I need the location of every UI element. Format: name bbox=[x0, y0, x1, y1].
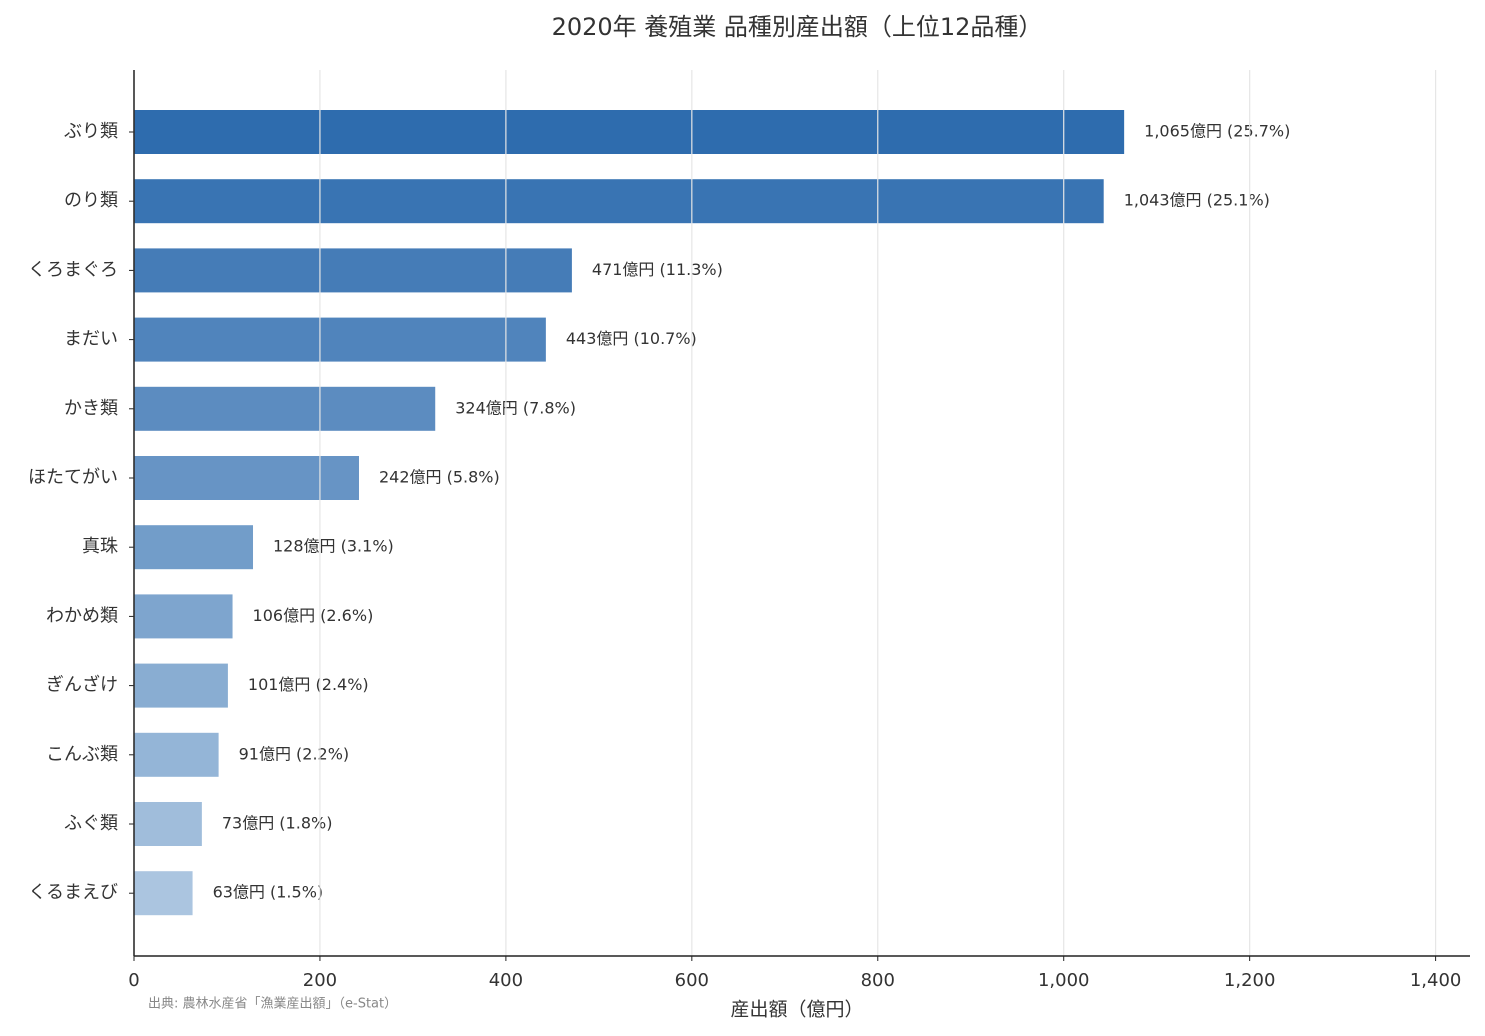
bar bbox=[134, 871, 193, 916]
y-tick-label: ふぐ類 bbox=[64, 813, 118, 834]
x-tick-label: 400 bbox=[489, 970, 523, 991]
bar bbox=[134, 802, 202, 846]
y-tick-label: ほたてがい bbox=[28, 467, 118, 488]
bar bbox=[134, 663, 228, 708]
source-note: 出典: 農林水産省「漁業産出額」（e-Stat） bbox=[148, 996, 397, 1012]
y-tick-label: 真珠 bbox=[82, 536, 118, 557]
value-label: 73億円 (1.8%) bbox=[222, 814, 333, 833]
value-label: 101億円 (2.4%) bbox=[248, 675, 369, 694]
value-label: 128億円 (3.1%) bbox=[273, 537, 394, 556]
y-tick-label: まだい bbox=[64, 329, 118, 350]
bar bbox=[134, 386, 436, 431]
y-tick-label: くろまぐろ bbox=[28, 259, 118, 280]
y-tick-label: かき類 bbox=[64, 398, 118, 419]
value-label: 242億円 (5.8%) bbox=[379, 468, 500, 487]
x-tick-label: 0 bbox=[128, 970, 139, 991]
value-label: 443億円 (10.7%) bbox=[566, 329, 697, 348]
value-label: 471億円 (11.3%) bbox=[592, 260, 723, 279]
y-tick-label: くるまえび bbox=[28, 882, 118, 903]
value-label: 1,065億円 (25.7%) bbox=[1144, 122, 1290, 141]
bar bbox=[134, 317, 546, 362]
value-label: 91億円 (2.2%) bbox=[239, 744, 350, 763]
value-label: 324億円 (7.8%) bbox=[455, 398, 576, 417]
value-label: 1,043億円 (25.1%) bbox=[1124, 191, 1270, 210]
bar bbox=[134, 179, 1104, 224]
bar bbox=[134, 456, 359, 500]
value-label: 106億円 (2.6%) bbox=[253, 606, 374, 625]
value-label: 63億円 (1.5%) bbox=[213, 883, 324, 902]
x-tick-label: 1,200 bbox=[1224, 970, 1276, 991]
x-tick-label: 1,400 bbox=[1410, 970, 1462, 991]
x-tick-label: 1,000 bbox=[1038, 970, 1090, 991]
x-tick-label: 600 bbox=[675, 970, 709, 991]
chart-title: 2020年 養殖業 品種別産出額（上位12品種） bbox=[552, 13, 1043, 41]
bar bbox=[134, 248, 572, 293]
y-tick-label: わかめ類 bbox=[46, 605, 118, 626]
y-tick-label: こんぶ類 bbox=[46, 744, 118, 765]
y-tick-label: のり類 bbox=[64, 190, 118, 211]
x-tick-label: 800 bbox=[861, 970, 895, 991]
x-axis-label: 産出額（億円） bbox=[730, 999, 863, 1021]
x-tick-label: 200 bbox=[303, 970, 337, 991]
bar bbox=[134, 525, 254, 570]
bar bbox=[134, 594, 233, 639]
bar bbox=[134, 110, 1125, 154]
y-tick-label: ぎんざけ bbox=[46, 674, 118, 696]
y-tick-label: ぶり類 bbox=[64, 121, 118, 142]
bar bbox=[134, 732, 219, 777]
